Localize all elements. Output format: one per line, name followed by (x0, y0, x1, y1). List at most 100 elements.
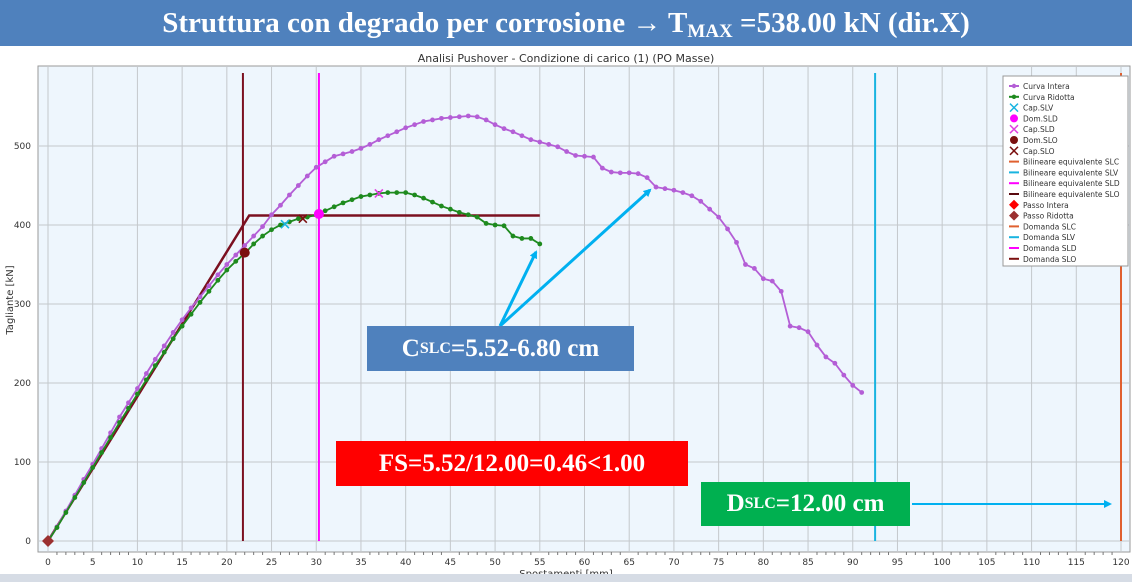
legend-label: Domanda SLV (1023, 233, 1076, 242)
data-point (215, 272, 221, 278)
y-tick-label: 0 (25, 537, 31, 547)
x-tick-label: 95 (892, 558, 903, 568)
data-point (492, 222, 498, 228)
data-point (135, 391, 140, 397)
x-tick-label: 25 (266, 558, 277, 568)
data-point (832, 360, 838, 366)
x-tick-label: 90 (847, 558, 859, 568)
data-point (582, 153, 587, 159)
data-point (805, 329, 811, 335)
data-point (412, 192, 418, 198)
safety-factor-callout: FS=5.52/12.00=0.46<1.00 (336, 441, 688, 486)
legend-label: Bilineare equivalente SLO (1023, 190, 1120, 199)
data-point (537, 241, 543, 247)
legend-label: Curva Intera (1023, 82, 1070, 91)
data-point (439, 203, 444, 209)
marker-passo-ridotta (42, 535, 54, 547)
x-tick-label: 10 (132, 558, 144, 568)
cslc-label: C (401, 334, 420, 362)
data-point (331, 204, 337, 210)
data-point (322, 159, 328, 165)
data-point (555, 144, 561, 150)
data-point (349, 197, 355, 203)
data-point (689, 193, 695, 199)
cslc-subscript: SLC (419, 339, 451, 357)
data-point (126, 405, 131, 411)
data-point (814, 342, 820, 348)
legend-swatch-x (1009, 124, 1019, 134)
data-point (787, 323, 793, 329)
x-tick-label: 70 (668, 558, 680, 568)
arrow-to-ridotta-end (498, 250, 538, 327)
bottom-strip (0, 574, 1132, 582)
data-point (573, 153, 578, 158)
data-point (269, 227, 274, 233)
legend-swatch-dot (1011, 94, 1017, 100)
x-tick-label: 30 (311, 558, 323, 568)
data-point (626, 170, 632, 176)
data-point (269, 212, 274, 218)
x-tick-label: 85 (802, 558, 813, 568)
legend-swatch-diamond (1009, 199, 1019, 210)
legend-label: Cap.SLV (1023, 104, 1054, 113)
data-point (465, 212, 471, 218)
data-point (126, 400, 131, 406)
data-point (403, 190, 409, 196)
data-point (412, 122, 418, 128)
data-point (456, 114, 462, 120)
data-point (170, 330, 176, 335)
data-point (465, 113, 471, 119)
x-tick-label: 40 (400, 558, 412, 568)
legend-label: Domanda SLC (1023, 222, 1076, 231)
data-point (751, 266, 757, 271)
data-point (152, 356, 158, 362)
data-point (108, 435, 113, 440)
data-point (63, 510, 69, 515)
data-point (161, 349, 167, 355)
data-point (778, 288, 784, 294)
data-point (117, 414, 122, 420)
y-tick-label: 200 (14, 379, 31, 389)
data-point (215, 277, 221, 283)
data-point (233, 252, 239, 258)
data-point (322, 208, 328, 214)
data-point (421, 195, 426, 201)
x-tick-label: 45 (445, 558, 456, 568)
legend-label: Dom.SLD (1023, 114, 1058, 123)
data-point (260, 233, 265, 239)
demand-slc-callout: D SLC =12.00 cm (701, 482, 910, 526)
legend-item (1009, 94, 1019, 100)
data-point (358, 194, 364, 199)
legend-item (1009, 83, 1019, 89)
x-tick-label: 35 (355, 558, 366, 568)
data-point (403, 125, 409, 131)
legend-label: Dom.SLO (1023, 136, 1058, 145)
data-point (72, 495, 78, 500)
data-point (528, 137, 534, 143)
x-tick-label: 60 (579, 558, 591, 568)
data-point (152, 363, 158, 369)
x-tick-label: 20 (221, 558, 233, 568)
data-point (188, 311, 194, 317)
x-tick-label: 105 (978, 558, 995, 568)
x-tick-label: 0 (45, 558, 51, 568)
data-point (680, 190, 686, 196)
data-point (295, 183, 301, 188)
data-point (331, 153, 337, 159)
data-point (617, 170, 623, 176)
data-point (698, 198, 704, 204)
data-point (340, 200, 346, 206)
data-point (313, 164, 319, 170)
data-point (564, 149, 570, 154)
data-point (796, 325, 802, 331)
data-point (743, 262, 748, 267)
data-point (295, 216, 301, 222)
data-point (170, 336, 176, 342)
x-tick-label: 15 (176, 558, 187, 568)
marker-dom-sld (313, 208, 324, 219)
banner-value: =538.00 kN (dir.X) (732, 7, 970, 39)
legend-item (1009, 199, 1019, 210)
legend-swatch-circle (1010, 114, 1018, 123)
legend-item (1009, 124, 1019, 134)
data-point (260, 224, 265, 229)
